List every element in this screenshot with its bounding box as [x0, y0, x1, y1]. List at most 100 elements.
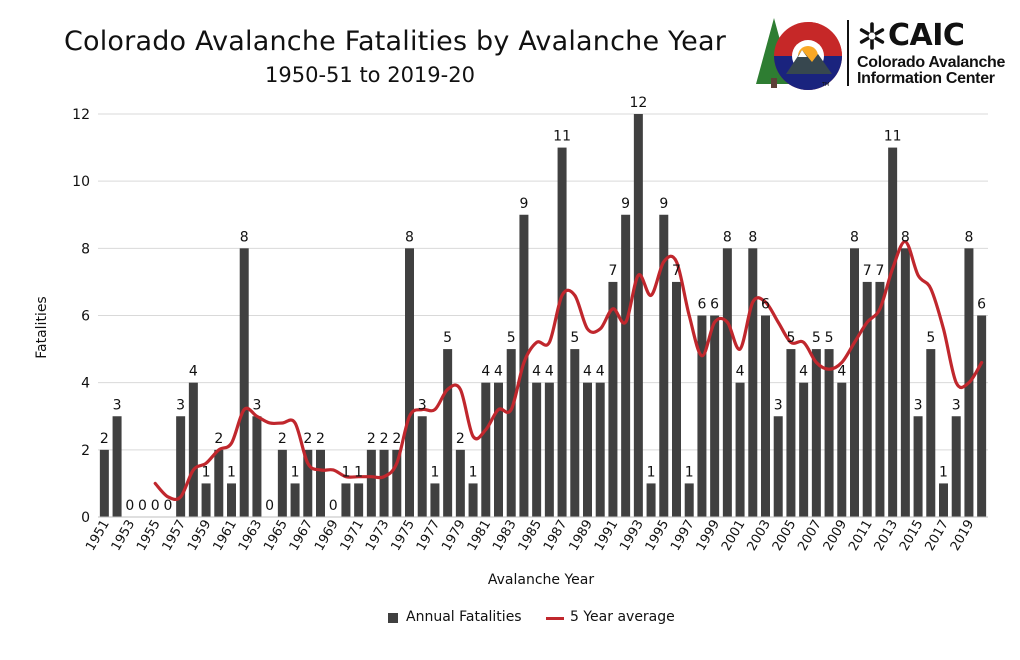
average-line-path: [153, 240, 984, 502]
bar: [354, 483, 364, 517]
bar: [366, 449, 376, 517]
bar: [773, 416, 783, 517]
data-label: 5: [812, 330, 821, 346]
data-label: 7: [863, 263, 872, 279]
bar: [239, 248, 249, 518]
bar: [710, 315, 720, 517]
bar: [290, 483, 300, 517]
data-label: 2: [100, 431, 109, 447]
bar: [697, 315, 707, 517]
logo-name-line2: Information Center: [857, 70, 995, 87]
x-tick-label: 1981: [465, 518, 495, 554]
bar: [811, 349, 821, 517]
logo-trademark: TM: [822, 82, 830, 88]
x-tick-label: 2013: [872, 518, 902, 554]
data-label: 7: [608, 263, 617, 279]
snowflake-icon: [859, 22, 885, 50]
bar: [443, 349, 453, 517]
data-label: 5: [926, 330, 935, 346]
bar: [316, 449, 325, 517]
x-tick-label: 1971: [338, 518, 368, 554]
data-label: 0: [265, 498, 274, 514]
chart-title: Colorado Avalanche Fatalities by Avalanc…: [63, 26, 727, 57]
x-axis-title: Avalanche Year: [488, 572, 594, 588]
y-tick-label: 6: [81, 309, 90, 325]
data-label: 2: [380, 431, 389, 447]
y-tick-label: 8: [81, 241, 90, 257]
data-label: 12: [629, 95, 647, 111]
bar: [761, 315, 770, 517]
x-tick-label: 1955: [134, 518, 164, 554]
data-label: 1: [647, 464, 656, 480]
data-label: 0: [151, 498, 160, 514]
bar: [862, 281, 872, 517]
x-tick-label: 1983: [490, 518, 520, 554]
bar: [557, 147, 567, 518]
x-tick-label: 2001: [719, 518, 749, 554]
x-tick-label: 2011: [846, 518, 876, 554]
bar: [735, 382, 745, 517]
data-label: 5: [570, 330, 579, 346]
bar: [913, 416, 923, 517]
data-label: 4: [481, 364, 490, 380]
data-label: 3: [418, 397, 427, 413]
data-label: 1: [227, 464, 236, 480]
data-label: 11: [553, 129, 571, 145]
bar: [405, 248, 414, 518]
bar: [977, 315, 987, 517]
data-label: 2: [278, 431, 287, 447]
bar: [786, 349, 796, 517]
data-label: 9: [621, 196, 630, 212]
bar: [888, 147, 898, 518]
bar: [672, 281, 681, 517]
data-label: 8: [901, 229, 910, 245]
data-label: 8: [405, 229, 414, 245]
bar: [570, 349, 580, 517]
legend-bar-label: Annual Fatalities: [406, 609, 522, 625]
x-tick-label: 1979: [439, 518, 469, 554]
x-tick-label: 2015: [897, 518, 927, 554]
bar: [430, 483, 440, 517]
data-label: 4: [837, 364, 846, 380]
bar: [583, 382, 592, 517]
bar: [824, 349, 834, 517]
data-label: 3: [252, 397, 261, 413]
bar: [926, 349, 936, 517]
bar: [99, 449, 109, 517]
data-label: 1: [341, 464, 350, 480]
data-label: 0: [163, 498, 172, 514]
y-tick-label: 4: [81, 376, 90, 392]
data-label: 1: [354, 464, 363, 480]
x-tick-label: 2005: [770, 518, 800, 554]
bar: [544, 382, 554, 517]
x-tick-label: 1977: [414, 518, 444, 554]
y-tick-label: 2: [81, 443, 90, 459]
legend-line-label: 5 Year average: [570, 609, 675, 625]
data-label: 2: [214, 431, 223, 447]
data-label: 3: [113, 397, 122, 413]
bar: [633, 114, 643, 517]
data-label: 3: [914, 397, 923, 413]
x-tick-label: 1961: [210, 518, 240, 554]
bar: [303, 449, 313, 517]
data-label: 1: [430, 464, 439, 480]
caic-logo: CAIC Colorado Avalanche Information Cent…: [752, 16, 1020, 96]
bar: [939, 483, 948, 517]
bar: [722, 248, 732, 518]
data-label: 6: [977, 297, 986, 313]
x-tick-label: 2003: [744, 518, 774, 554]
data-label: 3: [176, 397, 185, 413]
data-label: 1: [939, 464, 948, 480]
data-label: 2: [367, 431, 376, 447]
data-label: 2: [303, 431, 312, 447]
data-label: 3: [952, 397, 961, 413]
data-label: 2: [392, 431, 401, 447]
data-label: 5: [786, 330, 795, 346]
data-label: 8: [748, 229, 757, 245]
bar: [532, 382, 542, 517]
data-label: 6: [761, 297, 770, 313]
chart-subtitle: 1950-51 to 2019-20: [265, 63, 475, 87]
data-label: 4: [494, 364, 503, 380]
data-label: 7: [672, 263, 681, 279]
